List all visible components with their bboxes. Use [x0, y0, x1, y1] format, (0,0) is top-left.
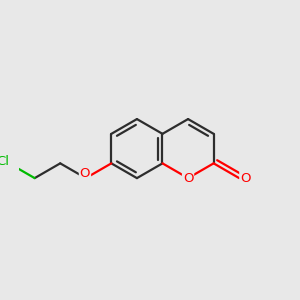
Text: O: O	[80, 167, 90, 180]
Text: O: O	[240, 172, 250, 184]
Text: Cl: Cl	[0, 155, 9, 168]
Text: O: O	[183, 172, 193, 184]
